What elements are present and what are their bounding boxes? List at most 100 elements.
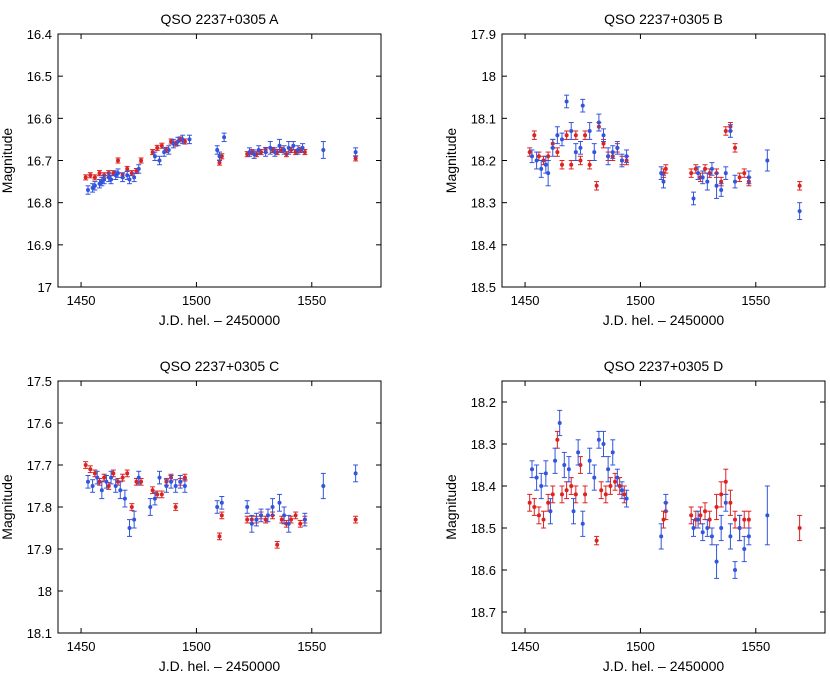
data-point-blue [103,475,109,489]
marker [215,147,220,152]
x-axis-label: J.D. hel. – 2450000 [159,312,281,328]
data-point-blue [115,168,121,178]
data-point-red [244,515,250,524]
data-point-red [594,535,600,546]
data-point-blue [727,124,733,138]
marker [742,547,747,551]
x-tick-label: 1550 [741,639,770,654]
y-tick-label: 18.1 [471,111,496,126]
marker [125,166,130,171]
marker [132,175,137,180]
data-point-red [97,170,103,177]
data-point-blue [147,498,153,516]
marker [122,496,127,501]
marker [564,133,569,138]
data-point-blue [182,479,188,493]
marker [265,513,270,518]
data-point-red [577,155,583,166]
data-point-blue [127,174,133,185]
data-point-red [559,485,565,504]
x-tick-label: 1450 [511,639,540,654]
x-tick-label: 1550 [741,293,770,308]
data-point-blue [85,475,91,489]
marker [608,484,613,488]
data-point-red [87,465,93,474]
data-point-blue [302,512,308,527]
data-point-red [746,510,752,529]
marker [661,179,666,184]
data-point-blue [614,141,620,155]
data-point-blue [168,475,174,489]
data-point-blue [163,479,169,493]
data-point-blue [624,149,630,164]
data-point-red [573,485,579,504]
marker [765,158,770,163]
data-point-blue [695,510,701,529]
marker [85,479,90,484]
data-point-blue [714,544,720,579]
x-tick-label: 1450 [67,639,96,654]
marker [553,458,558,463]
marker [109,177,114,182]
marker [610,150,615,155]
marker [583,492,588,497]
data-point-blue [797,202,803,221]
marker [689,171,694,176]
marker [592,150,597,155]
data-point-blue [108,470,114,485]
marker [594,538,599,543]
marker [282,513,287,518]
marker [691,196,696,201]
marker [624,154,629,159]
y-tick-label: 18 [482,69,496,84]
data-point-blue [723,166,729,180]
marker [104,479,109,484]
marker [696,517,701,522]
marker [252,152,257,157]
marker [263,517,268,522]
data-point-blue [575,439,581,466]
marker [583,133,588,138]
data-point-red [554,430,560,449]
marker [550,145,555,150]
data-point-blue [591,143,597,161]
data-point-blue [258,508,264,523]
marker [587,128,592,133]
data-point-blue [723,493,729,512]
marker [765,513,770,518]
data-point-red [120,473,126,482]
data-point-blue [529,149,535,164]
marker [550,492,555,497]
y-tick-label: 18.2 [471,154,496,169]
data-point-blue [538,160,544,178]
data-point-blue [624,489,630,508]
marker [606,467,611,472]
marker [723,479,728,484]
marker [723,128,728,133]
data-point-blue [559,132,565,147]
x-tick-label: 1550 [297,293,326,308]
marker [559,492,564,497]
data-point-blue [353,147,359,157]
data-point-red [737,172,743,183]
marker [619,488,624,493]
data-point-blue [108,174,114,185]
data-point-red [527,493,533,512]
marker [559,137,564,142]
marker [728,534,733,539]
data-point-blue [601,128,607,143]
y-tick-label: 16.8 [27,196,52,211]
marker [157,475,162,480]
marker [737,175,742,180]
marker [270,505,275,509]
marker [746,517,751,522]
marker [723,171,728,176]
marker [601,133,606,138]
marker [109,475,114,480]
data-point-blue [157,470,163,485]
marker [578,158,583,163]
data-point-blue [695,166,701,180]
marker [555,133,560,138]
data-point-blue [700,170,706,185]
chart-title: QSO 2237+0305 D [604,358,723,374]
